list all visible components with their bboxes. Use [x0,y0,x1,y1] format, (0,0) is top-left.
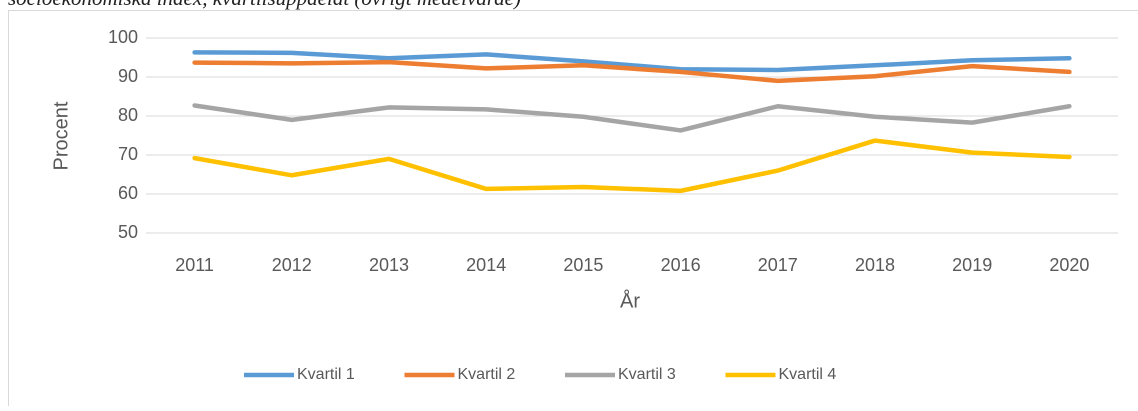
y-tick-label: 80 [118,105,138,125]
y-tick-label: 100 [108,27,138,47]
legend-label: Kvartil 4 [779,366,837,383]
y-tick-label: 50 [118,222,138,242]
y-axis-label: Procent [50,101,72,170]
x-tick-label: 2017 [758,255,798,275]
x-tick-label: 2011 [175,255,214,275]
legend-label: Kvartil 1 [297,366,355,383]
x-axis-label: År [620,289,640,312]
chart-frame [9,11,1138,407]
x-tick-label: 2016 [661,255,701,275]
x-tick-label: 2015 [563,255,603,275]
x-tick-label: 2013 [369,255,409,275]
series-line [195,105,1070,130]
y-tick-label: 90 [118,66,138,86]
x-tick-label: 2014 [466,255,506,275]
legend-label: Kvartil 2 [458,366,516,383]
x-tick-label: 2019 [952,255,992,275]
chart-title: socioekonomiska index, kvartilsuppdelat … [8,0,521,10]
series-line [195,141,1070,191]
x-tick-label: 2020 [1049,255,1089,275]
y-tick-label: 70 [118,144,138,164]
legend-label: Kvartil 3 [618,366,676,383]
y-tick-label: 60 [118,183,138,203]
x-tick-label: 2018 [855,255,895,275]
x-tick-label: 2012 [272,255,312,275]
